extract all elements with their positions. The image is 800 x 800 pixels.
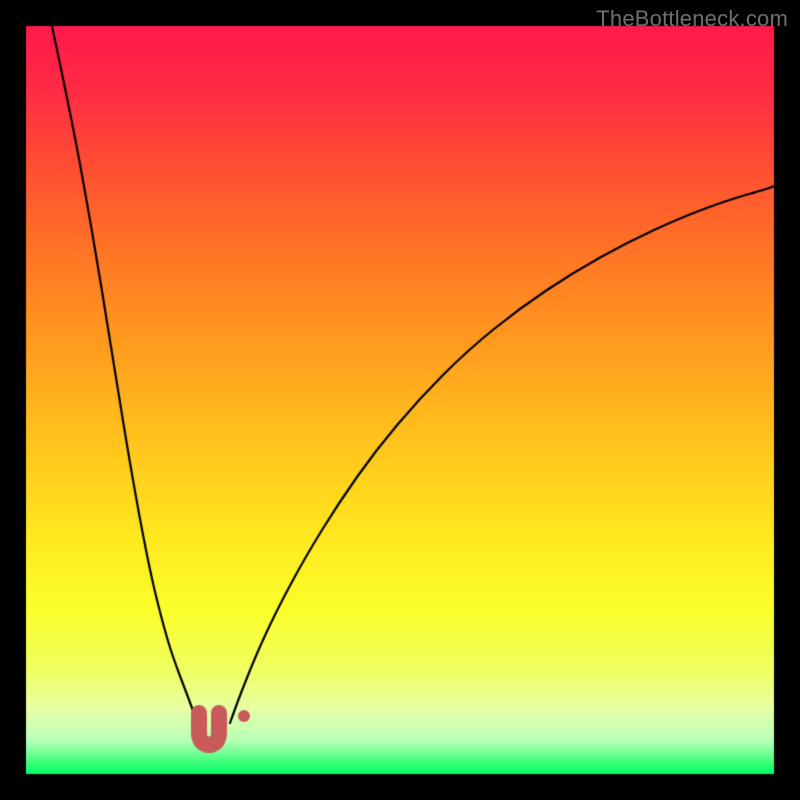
chart-stage: TheBottleneck.com <box>0 0 800 800</box>
curves-canvas <box>0 0 800 800</box>
